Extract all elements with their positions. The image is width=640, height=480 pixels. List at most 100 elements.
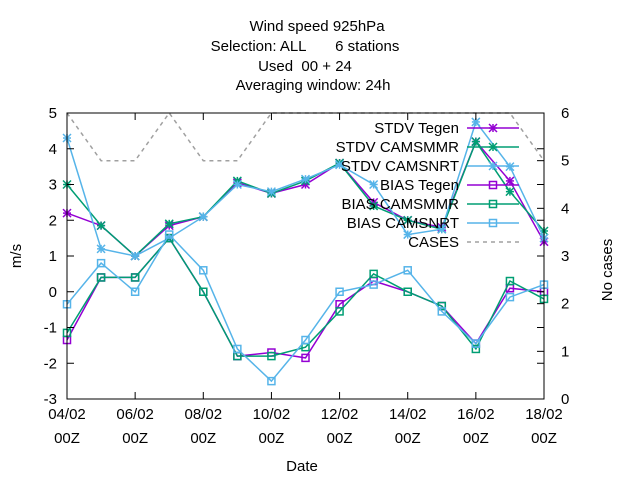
data-point — [471, 137, 481, 147]
series-layer — [62, 111, 549, 386]
data-point — [130, 273, 140, 282]
data-point — [505, 276, 515, 286]
data-point — [96, 221, 106, 231]
x-tick-label-date: 16/02 — [457, 406, 495, 423]
legend-entry: STDV CAMSMMR — [336, 139, 519, 156]
legend-swatch-marker — [488, 161, 498, 171]
chart-title: Wind speed 925hPa Selection: ALL 6 stati… — [211, 18, 400, 94]
legend-entry: STDV Tegen — [374, 120, 519, 137]
legend-label: BIAS Tegen — [380, 177, 459, 194]
y-tick-label: -2 — [44, 355, 57, 372]
axes: -3 -2 -1 0 1 2 3 4 5 0 1 2 3 4 5 6 04/02 00Z 06/02 00Z 08/02… — [44, 105, 570, 447]
y2-tick-label: 3 — [561, 248, 569, 265]
data-point — [130, 251, 140, 261]
title-line-3: Used 00 + 24 — [258, 58, 352, 75]
x-tick-label-date: 08/02 — [185, 406, 223, 423]
legend-label: STDV Tegen — [374, 120, 459, 137]
y2-tick-label: 0 — [561, 391, 569, 408]
y2-tick-label: 4 — [561, 200, 569, 217]
data-point — [369, 179, 379, 190]
series-line — [66, 140, 545, 258]
x-tick-label-date: 18/02 — [525, 406, 563, 423]
y-tick-label: 2 — [49, 212, 57, 229]
y-tick-label: 4 — [49, 141, 57, 158]
y-axis-label: m/s — [8, 244, 25, 268]
y-tick-label: -3 — [44, 391, 57, 408]
x-tick-label-time: 00Z — [258, 430, 284, 447]
series-line — [66, 236, 545, 357]
data-point — [403, 266, 412, 275]
y2-tick-label: 5 — [561, 153, 569, 170]
series-line — [66, 139, 545, 258]
data-point — [198, 212, 208, 222]
x-tick-label-date: 04/02 — [48, 406, 86, 423]
data-point — [335, 287, 344, 296]
data-point — [403, 287, 412, 296]
data-point — [437, 224, 447, 234]
x-tick-label-date: 12/02 — [321, 406, 359, 423]
data-point — [266, 187, 276, 197]
data-point — [369, 280, 378, 289]
y2-tick-label: 6 — [561, 105, 569, 122]
series-line — [66, 111, 545, 162]
legend-label: BIAS CAMSNRT — [347, 215, 459, 232]
data-point — [369, 269, 378, 279]
y-tick-label: -1 — [44, 320, 57, 337]
data-point — [505, 187, 515, 197]
y-tick-label: 0 — [49, 284, 57, 301]
x-tick-label-time: 00Z — [54, 430, 80, 447]
data-point — [471, 344, 481, 354]
data-point — [403, 215, 413, 225]
series-cases — [66, 111, 545, 162]
data-point — [199, 266, 208, 275]
data-point — [335, 307, 344, 316]
legend: STDV Tegen STDV CAMSMMR STDV CAMSNRT BIAS T… — [336, 120, 519, 251]
data-point — [301, 335, 310, 345]
title-line-4: Averaging window: 24h — [236, 77, 391, 94]
y2-axis-label: No cases — [599, 239, 616, 302]
x-tick-label-date: 14/02 — [389, 406, 427, 423]
data-point — [267, 351, 276, 361]
data-point — [301, 353, 310, 363]
data-point — [233, 344, 242, 354]
legend-label: CASES — [408, 234, 459, 251]
data-point — [505, 292, 515, 302]
legend-swatch-marker — [488, 123, 498, 133]
data-point — [267, 376, 276, 386]
x-tick-label-time: 00Z — [122, 430, 148, 447]
legend-swatch-marker — [488, 218, 498, 228]
legend-entry: STDV CAMSNRT — [341, 158, 519, 175]
legend-entry: BIAS CAMSNRT — [347, 215, 519, 232]
legend-swatch-marker — [488, 180, 498, 190]
data-point — [96, 273, 106, 282]
data-point — [164, 230, 174, 239]
y-tick-label: 1 — [49, 248, 57, 265]
data-point — [164, 219, 174, 229]
data-point — [335, 160, 345, 170]
data-point — [471, 339, 481, 348]
x-tick-label-time: 00Z — [531, 430, 557, 447]
y-tick-label: 3 — [49, 177, 57, 194]
x-tick-label-time: 00Z — [327, 430, 353, 447]
y2-tick-label: 2 — [561, 296, 569, 313]
data-point — [369, 201, 379, 211]
legend-swatch-marker — [488, 199, 498, 209]
data-point — [300, 174, 311, 184]
title-line-2: Selection: ALL 6 stations — [211, 38, 400, 55]
data-point — [96, 244, 106, 254]
x-tick-label-time: 00Z — [190, 430, 216, 447]
y2-tick-label: 1 — [561, 343, 569, 360]
data-point — [437, 307, 447, 316]
data-point — [199, 287, 208, 296]
legend-label: STDV CAMSNRT — [341, 158, 459, 175]
legend-entry: BIAS Tegen — [380, 177, 519, 194]
x-tick-label-date: 10/02 — [253, 406, 291, 423]
legend-entry: CASES — [408, 234, 519, 251]
title-line-1: Wind speed 925hPa — [249, 18, 385, 35]
legend-label: BIAS CAMSMMR — [341, 196, 459, 213]
data-point — [96, 258, 106, 268]
x-tick-label-time: 00Z — [395, 430, 421, 447]
legend-label: STDV CAMSMMR — [336, 139, 460, 156]
x-axis-label: Date — [286, 458, 318, 475]
x-tick-label-date: 06/02 — [116, 406, 154, 423]
